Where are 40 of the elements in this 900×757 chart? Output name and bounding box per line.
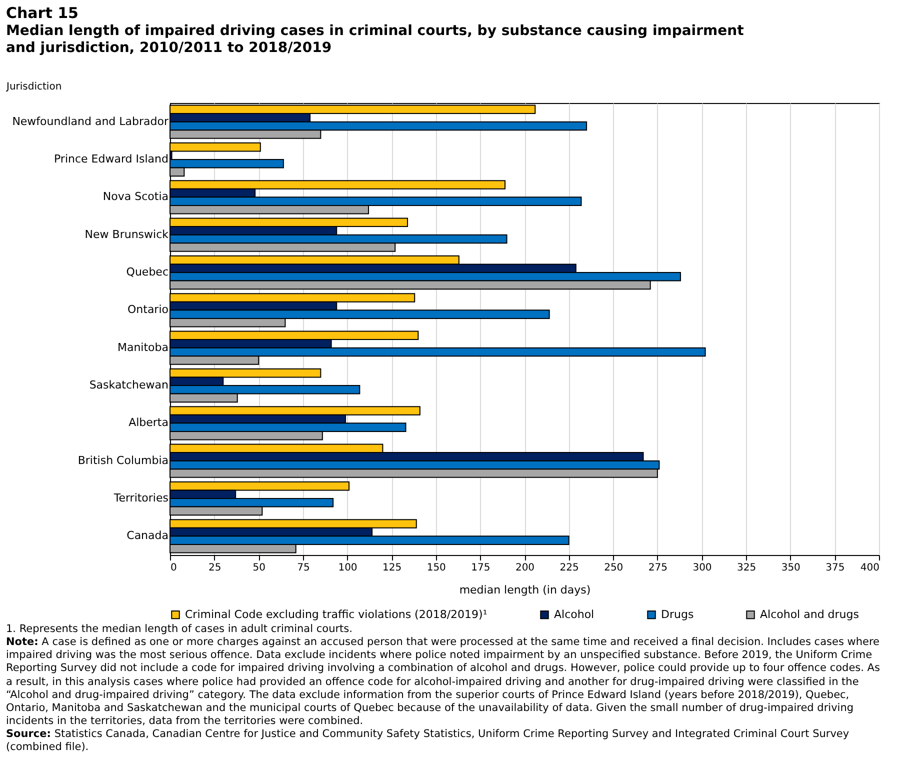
x-tick-label: 175 xyxy=(471,562,490,574)
y-tick-label: Ontario xyxy=(128,303,169,316)
text: Chart 15 xyxy=(6,4,78,22)
x-tick-label: 0 xyxy=(170,562,177,574)
y-tick-label: Saskatchewan xyxy=(89,378,169,392)
x-axis-title: median length (in days) xyxy=(459,584,591,596)
x-tick-label: 25 xyxy=(208,562,222,574)
y-tick-label: Alberta xyxy=(128,416,168,430)
x-tick-label: 225 xyxy=(560,562,579,574)
text: 1. Represents the median length of cases in adult criminal courts. xyxy=(6,623,354,636)
y-tick-label: New Brunswick xyxy=(84,228,170,241)
x-tick-label: 150 xyxy=(426,562,446,574)
y-tick-label: Territories xyxy=(112,492,169,504)
y-tick-label: British Columbia xyxy=(78,454,168,467)
x-tick-label: 300 xyxy=(692,562,712,574)
legend-label: Alcohol and drugs xyxy=(760,608,860,621)
legend-label: Drugs xyxy=(661,608,694,621)
x-tick-label: 125 xyxy=(382,562,402,574)
x-tick-label: 50 xyxy=(252,562,266,574)
x-tick-label: 350 xyxy=(781,562,800,574)
y-tick-label: Canada xyxy=(126,529,168,542)
legend-label: Alcohol xyxy=(554,608,594,621)
x-tick-label: 275 xyxy=(648,562,668,574)
x-tick-label: 250 xyxy=(604,562,624,574)
y-tick-label: Manitoba xyxy=(117,340,168,354)
legend-label: Criminal Code excluding traffic violations (2018/2019)¹ xyxy=(185,608,488,621)
x-tick-label: 400 xyxy=(860,562,880,574)
source-note: Source: Statistics Canada, Canadian Centre for Justice and Community Safety Statistics, Uniform Crime Reporting Survey and Integrated Criminal Court Survey (combined file). xyxy=(6,728,850,754)
x-tick-label: 200 xyxy=(515,562,535,574)
x-tick-label: 325 xyxy=(737,562,756,574)
chart-subtitle: Median length of impaired driving cases in criminal courts, by substance causing impairment and jurisdiction, 2010/2011 to 2018/2019 xyxy=(6,23,744,56)
y-tick-label: Quebec xyxy=(126,266,168,278)
x-tick-label: 75 xyxy=(297,562,310,574)
y-axis-title: Jurisdiction xyxy=(6,82,62,92)
x-tick-label: 375 xyxy=(826,562,845,574)
y-tick-label: Prince Edward Island xyxy=(54,152,168,166)
y-tick-label: Newfoundland and Labrador xyxy=(12,114,169,128)
text: Note: A case is defined as one or more charges against an accused person that were processed at the same time and received a final decision. Includes cases where impaired driving was the most serious offence. Data exclude incidents where police noted impairment by an unspecified substance. Before 2019, the Uniform Crime Reporting Survey did not include a code for impaired driving involving a combination of alcohol and drugs. However, police could provide up to four offence codes. As a result, in this analysis cases where police had provided an offence code for alcohol-impaired driving and another for drug-impaired driving were classified in the “Alcohol and drug-impaired driving” category. The data exclude information from the superior courts of Prince Edward Island (years before 2018/2019), Quebec, Ontario, Manitoba and Saskatchewan and the municipal courts of Quebec because of the unavailability of data. Given the small number of drug-impaired driving incidents in the territories, data from the territories were combined. xyxy=(6,636,881,728)
y-tick-label: Nova Scotia xyxy=(102,190,168,204)
x-tick-label: 100 xyxy=(338,562,358,574)
